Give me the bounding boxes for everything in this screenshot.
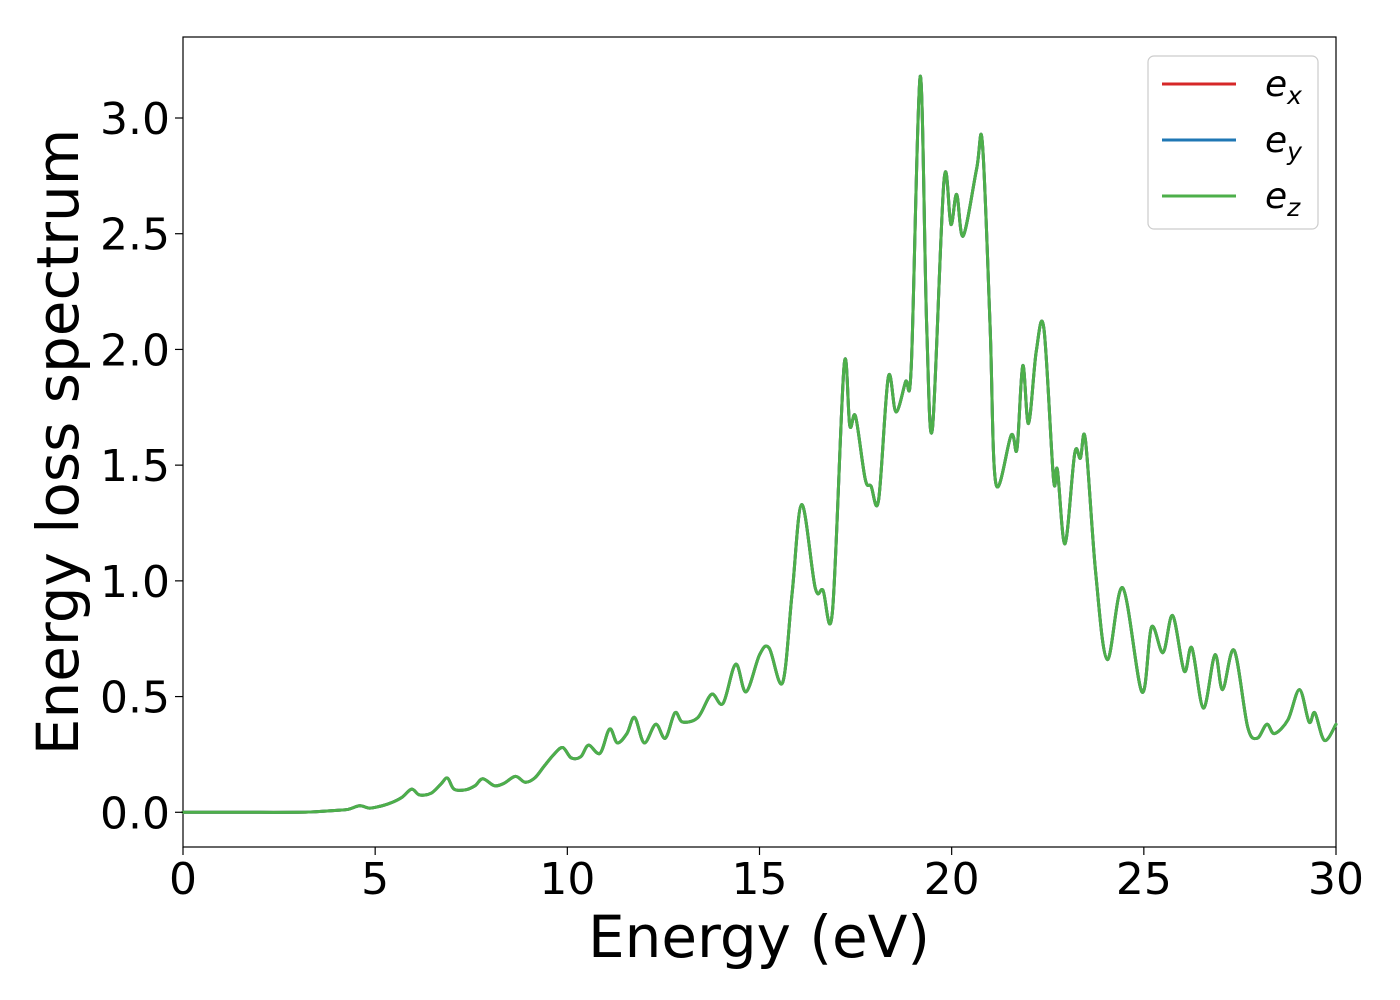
x-axis: 0 5 10 15 20 25 30 <box>169 847 1364 905</box>
y-tick-label: 0.5 <box>100 673 170 724</box>
y-tick-label: 1.5 <box>100 441 170 492</box>
x-tick-label: 30 <box>1308 854 1364 905</box>
x-tick-label: 20 <box>924 854 980 905</box>
legend-label-ex: ex <box>1265 64 1302 110</box>
y-tick-label: 2.5 <box>100 210 170 261</box>
y-tick-label: 2.0 <box>100 325 170 376</box>
legend-label-subscript: z <box>1286 193 1301 222</box>
y-tick-label: 0.0 <box>100 788 170 839</box>
x-tick-label: 5 <box>361 854 389 905</box>
legend-label-subscript: x <box>1286 81 1302 110</box>
y-tick-label: 3.0 <box>100 94 170 145</box>
legend-label-subscript: y <box>1286 137 1303 166</box>
legend-label-base: e <box>1265 176 1287 217</box>
x-tick-label: 15 <box>732 854 788 905</box>
x-tick-label: 10 <box>539 854 595 905</box>
x-tick-label: 25 <box>1116 854 1172 905</box>
y-axis: 0.0 0.5 1.0 1.5 2.0 2.5 3.0 <box>100 94 183 839</box>
x-tick-label: 0 <box>169 854 197 905</box>
legend-label-base: e <box>1265 64 1287 105</box>
legend-label-ez: ez <box>1265 176 1301 222</box>
legend-label-ey: ey <box>1265 120 1303 166</box>
x-axis-title: Energy (eV) <box>588 903 930 971</box>
plot-area <box>182 36 1337 848</box>
series-line-ez <box>181 74 1338 814</box>
legend-label-base: e <box>1265 120 1287 161</box>
y-tick-label: 1.0 <box>100 557 170 608</box>
y-axis-title: Energy loss spectrum <box>24 129 92 755</box>
series-layer <box>181 74 1338 814</box>
legend-box <box>1147 55 1319 230</box>
